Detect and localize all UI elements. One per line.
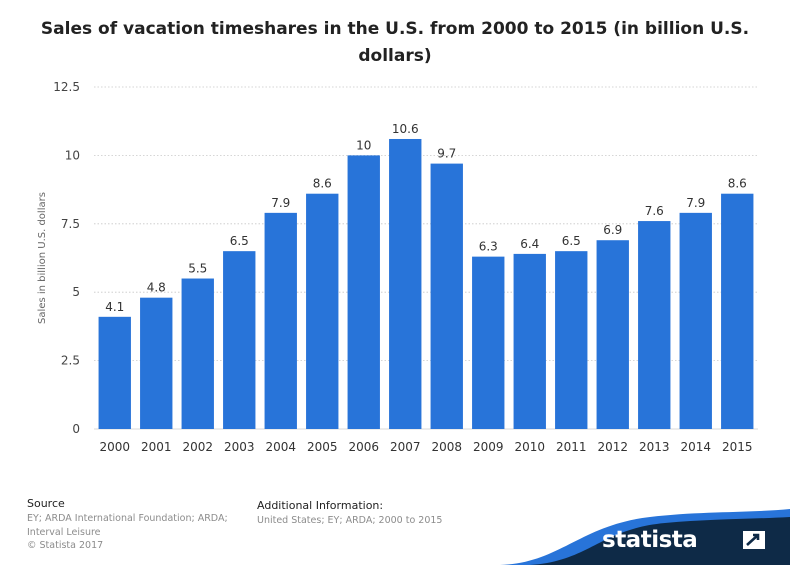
bar	[679, 212, 712, 429]
data-label: 6.3	[479, 240, 498, 254]
bar	[181, 278, 214, 429]
bar	[555, 251, 588, 429]
source-heading: Source	[27, 497, 65, 510]
y-tick-label: 5	[72, 285, 80, 299]
data-label: 8.6	[313, 177, 332, 191]
data-label: 5.5	[188, 262, 207, 276]
statista-wordmark: statista	[602, 527, 698, 553]
source-block: Source EY; ARDA International Foundation…	[27, 497, 237, 553]
x-tick-label: 2005	[307, 440, 338, 454]
bar	[389, 138, 422, 429]
statista-logo[interactable]: statista	[500, 505, 790, 565]
y-tick-label: 7.5	[61, 217, 80, 231]
x-tick-label: 2014	[680, 440, 711, 454]
x-tick-label: 2009	[473, 440, 504, 454]
data-label: 8.6	[728, 177, 747, 191]
bar	[98, 316, 131, 429]
additional-info-heading: Additional Information:	[257, 499, 384, 512]
data-label: 7.6	[645, 204, 664, 218]
x-tick-label: 2007	[390, 440, 421, 454]
x-tick-label: 2002	[182, 440, 213, 454]
additional-info-text: United States; EY; ARDA; 2000 to 2015	[257, 515, 443, 526]
chart-title: Sales of vacation timeshares in the U.S.…	[40, 19, 750, 66]
bar	[347, 155, 380, 429]
y-tick-label: 12.5	[53, 80, 80, 94]
x-tick-label: 2010	[514, 440, 545, 454]
data-label: 7.9	[271, 196, 290, 210]
data-label: 10.6	[392, 122, 419, 136]
logo-wave-shape	[500, 509, 790, 565]
data-label: 6.5	[230, 234, 249, 248]
data-label: 9.7	[437, 147, 456, 161]
x-tick-label: 2015	[722, 440, 753, 454]
additional-info-block: Additional Information: United States; E…	[257, 499, 557, 528]
bar	[223, 251, 256, 429]
x-tick-label: 2001	[141, 440, 172, 454]
x-tick-label: 2003	[224, 440, 255, 454]
y-tick-label: 2.5	[61, 354, 80, 368]
y-axis-label: Sales in billion U.S. dollars	[37, 192, 48, 324]
data-label: 4.1	[105, 300, 124, 314]
bar	[140, 297, 173, 429]
x-tick-label: 2000	[99, 440, 130, 454]
source-line: Interval Leisure	[27, 526, 101, 538]
copyright-line: © Statista 2017	[27, 540, 104, 551]
source-line: EY; ARDA International Foundation; ARDA;	[27, 513, 228, 524]
data-label: 6.4	[520, 237, 539, 251]
data-label: 6.5	[562, 234, 581, 248]
bar	[596, 240, 629, 429]
y-tick-label: 10	[65, 148, 80, 162]
statista-arrow-icon	[743, 531, 765, 549]
bar	[264, 212, 297, 429]
x-tick-label: 2004	[265, 440, 296, 454]
x-tick-label: 2012	[597, 440, 628, 454]
y-tick-label: 0	[72, 422, 80, 436]
bar	[638, 221, 671, 429]
data-label: 7.9	[686, 196, 705, 210]
x-tick-label: 2006	[348, 440, 379, 454]
x-tick-label: 2013	[639, 440, 670, 454]
data-label: 4.8	[147, 281, 166, 295]
data-label: 10	[356, 138, 371, 152]
bar	[513, 253, 546, 429]
bar	[306, 193, 339, 429]
bar	[430, 163, 463, 429]
x-tick-label: 2008	[431, 440, 462, 454]
bar	[472, 256, 505, 429]
data-label: 6.9	[603, 223, 622, 237]
x-tick-label: 2011	[556, 440, 587, 454]
bar	[721, 193, 754, 429]
bar-chart: 0 2.5 5 7.5 10 12.5 Sales in billion U.S. doll…	[37, 80, 758, 454]
